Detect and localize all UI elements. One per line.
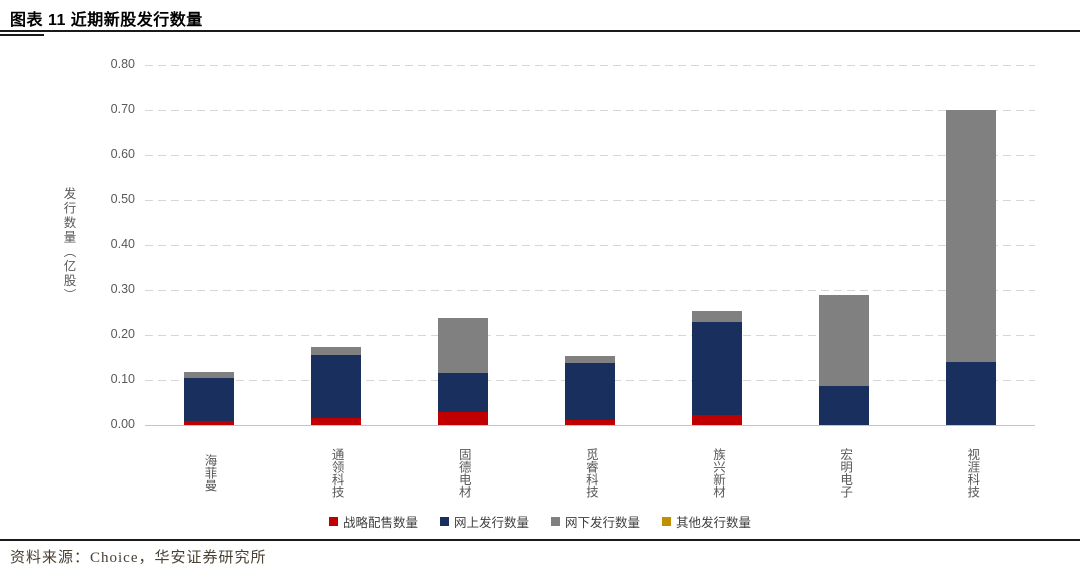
legend: 战略配售数量 网上发行数量 网下发行数量 其他发行数量 — [0, 512, 1080, 531]
legend-swatch — [551, 517, 560, 526]
chart-title: 图表 11 近期新股发行数量 — [10, 12, 203, 29]
y-tick-label: 0.00 — [110, 417, 135, 431]
legend-item: 网下发行数量 — [551, 512, 640, 531]
stacked-bar — [183, 372, 234, 425]
bar-segment — [946, 362, 997, 425]
legend-item: 网上发行数量 — [439, 512, 529, 531]
bar-segment — [946, 110, 997, 362]
bars-row — [145, 65, 1035, 425]
bar-column — [399, 65, 526, 425]
stacked-bar — [310, 347, 361, 425]
y-tick-label: 0.70 — [110, 102, 135, 116]
bar-column — [654, 65, 781, 425]
gridline — [145, 290, 1035, 291]
x-category-label: 视涯科技 — [965, 448, 980, 498]
bar-column — [272, 65, 399, 425]
x-category-label: 海菲曼 — [202, 454, 217, 492]
bar-column — [781, 65, 908, 425]
bar-column — [908, 65, 1035, 425]
y-axis-title: 发行数量（亿股） — [61, 187, 76, 303]
y-tick-label: 0.20 — [110, 327, 135, 341]
bar-segment — [819, 385, 870, 425]
y-tick-label: 0.60 — [110, 147, 135, 161]
plot-area — [145, 65, 1035, 426]
bar-column — [145, 65, 272, 425]
source-note: 资料来源：Choice，华安证券研究所 — [10, 550, 267, 566]
bar-segment — [692, 311, 743, 322]
stacked-bar — [946, 110, 997, 425]
x-category-label: 族兴新材 — [711, 448, 726, 498]
legend-swatch — [662, 517, 672, 526]
legend-item: 战略配售数量 — [328, 512, 418, 531]
bar-segment — [310, 355, 361, 419]
x-axis-labels: 海菲曼 通领科技 固德电材 觅睿科技 族兴新材 宏明电子 视涯科技 — [145, 436, 1035, 510]
bar-segment — [183, 377, 234, 421]
legend-item: 其他发行数量 — [662, 512, 751, 531]
x-category-label: 宏明电子 — [838, 448, 853, 498]
bar-segment — [692, 321, 743, 416]
y-tick-label: 0.10 — [110, 372, 135, 386]
bar-segment — [692, 415, 743, 425]
bar-segment — [310, 418, 361, 425]
y-tick-label: 0.30 — [110, 282, 135, 296]
y-tick-label: 0.50 — [110, 192, 135, 206]
title-rule — [0, 30, 1080, 32]
bar-column — [526, 65, 653, 425]
bar-segment — [564, 419, 615, 425]
y-tick-label: 0.40 — [110, 237, 135, 251]
x-category-label: 通领科技 — [329, 448, 344, 498]
gridline — [145, 65, 1035, 66]
stacked-bar — [819, 294, 870, 425]
legend-label: 网下发行数量 — [565, 516, 641, 530]
bar-segment — [183, 420, 234, 425]
gridline — [145, 110, 1035, 111]
gridline — [145, 155, 1035, 156]
bar-segment — [437, 318, 488, 374]
legend-swatch — [328, 517, 338, 526]
legend-label: 战略配售数量 — [342, 516, 418, 530]
gridline — [145, 200, 1035, 201]
x-category-label: 固德电材 — [456, 448, 471, 498]
stacked-bar — [564, 356, 615, 425]
bar-segment — [564, 356, 615, 364]
title-accent-line — [0, 34, 44, 36]
bar-segment — [183, 372, 234, 378]
x-axis-line — [145, 425, 1035, 426]
bar-segment — [437, 373, 488, 412]
bar-segment — [437, 411, 488, 425]
footer-rule — [0, 539, 1080, 541]
bar-segment — [310, 347, 361, 356]
gridline — [145, 335, 1035, 336]
legend-label: 其他发行数量 — [676, 516, 752, 530]
stacked-bar — [437, 318, 488, 425]
legend-label: 网上发行数量 — [453, 516, 529, 530]
gridline — [145, 245, 1035, 246]
bar-segment — [819, 294, 870, 386]
x-category-label: 觅睿科技 — [583, 448, 598, 498]
bar-segment — [564, 363, 615, 420]
stacked-bar — [692, 311, 743, 425]
y-tick-label: 0.80 — [110, 57, 135, 71]
legend-swatch — [439, 517, 449, 526]
